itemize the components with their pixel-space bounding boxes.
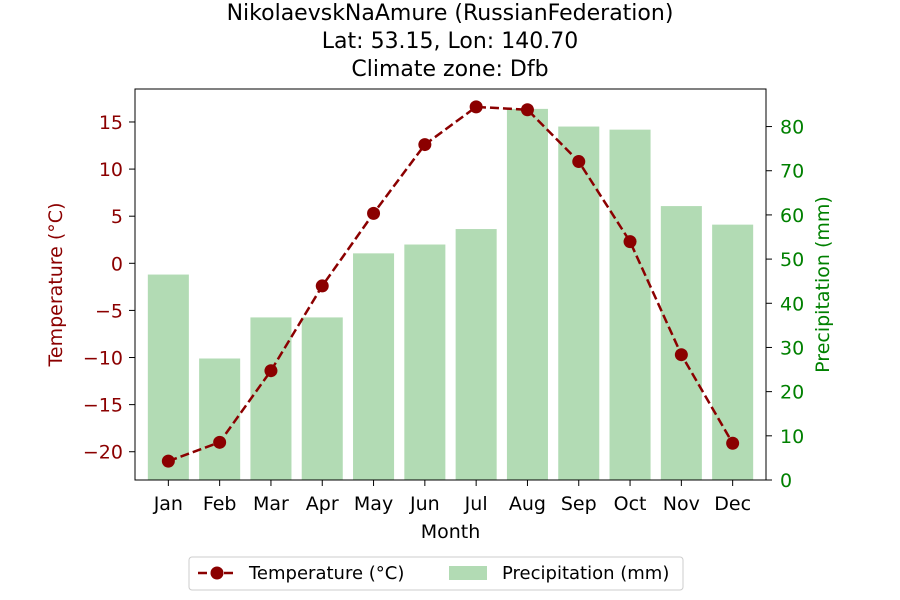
left-y-tick-label: −10 bbox=[83, 348, 123, 370]
precipitation-bar-mar bbox=[250, 317, 292, 480]
x-tick-label-jan: Jan bbox=[153, 493, 183, 515]
legend-temperature-marker bbox=[210, 566, 224, 580]
x-tick-label-mar: Mar bbox=[253, 493, 289, 515]
x-tick-label-nov: Nov bbox=[663, 493, 700, 515]
temperature-point-may bbox=[367, 206, 381, 220]
legend-precipitation-swatch bbox=[449, 566, 487, 580]
x-tick-label-jun: Jun bbox=[409, 493, 440, 515]
left-y-tick-label: −15 bbox=[83, 395, 123, 417]
right-y-axis: 0 10 20 30 40 50 60 70 80 bbox=[766, 117, 804, 492]
precipitation-bar-may bbox=[353, 253, 395, 480]
left-y-axis-label: Temperature (°C) bbox=[45, 203, 67, 368]
precipitation-bar-jan bbox=[147, 274, 189, 480]
precipitation-bar-nov bbox=[660, 206, 702, 480]
right-y-tick-label: 60 bbox=[780, 205, 804, 227]
right-y-tick-label: 30 bbox=[780, 337, 804, 359]
left-y-tick-label: −5 bbox=[95, 300, 123, 322]
chart-title-line-3: Climate zone: Dfb bbox=[351, 57, 549, 82]
x-tick-label-dec: Dec bbox=[714, 493, 751, 515]
left-y-tick-label: 15 bbox=[99, 112, 123, 134]
temperature-point-feb bbox=[213, 435, 227, 449]
left-y-axis: −20 −15 −10 −5 0 5 10 15 bbox=[83, 112, 135, 464]
right-y-tick-label: 50 bbox=[780, 249, 804, 271]
left-y-tick-label: 5 bbox=[111, 206, 123, 228]
temperature-point-apr bbox=[315, 279, 329, 293]
temperature-line bbox=[161, 100, 740, 468]
right-y-tick-label: 10 bbox=[780, 426, 804, 448]
temperature-point-jul bbox=[469, 100, 483, 114]
chart-title-line-2: Lat: 53.15, Lon: 140.70 bbox=[321, 29, 579, 54]
right-y-tick-label: 80 bbox=[780, 117, 804, 139]
right-y-tick-label: 40 bbox=[780, 293, 804, 315]
right-y-tick-label: 20 bbox=[780, 382, 804, 404]
x-axis: Jan Feb Mar Apr May Jun Jul Aug Sep Oct Nov Dec bbox=[153, 480, 751, 515]
left-y-tick-label: −20 bbox=[83, 442, 123, 464]
chart-title-line-1: NikolaevskNaAmure (RussianFederation) bbox=[226, 1, 674, 26]
x-tick-label-aug: Aug bbox=[509, 493, 546, 515]
x-tick-label-may: May bbox=[354, 493, 393, 515]
legend-temperature-label: Temperature (°C) bbox=[248, 563, 404, 584]
precipitation-bar-jun bbox=[404, 244, 446, 480]
temperature-point-sep bbox=[572, 155, 586, 169]
temperature-point-jun bbox=[418, 138, 432, 152]
precipitation-bar-aug bbox=[506, 108, 548, 481]
x-tick-label-jul: Jul bbox=[464, 493, 488, 515]
right-y-axis-label: Precipitation (mm) bbox=[812, 196, 834, 373]
x-tick-label-oct: Oct bbox=[614, 493, 647, 515]
x-tick-label-apr: Apr bbox=[306, 493, 339, 515]
temperature-line-path bbox=[167, 105, 734, 463]
precipitation-bar-apr bbox=[301, 317, 343, 480]
x-axis-label: Month bbox=[421, 521, 481, 543]
temperature-point-nov bbox=[674, 348, 688, 362]
legend: Temperature (°C) Precipitation (mm) bbox=[188, 556, 684, 591]
precipitation-bar-oct bbox=[609, 129, 651, 480]
precipitation-bars bbox=[147, 108, 754, 481]
x-tick-label-feb: Feb bbox=[203, 493, 237, 515]
legend-box bbox=[188, 556, 684, 591]
precipitation-bar-jul bbox=[455, 229, 497, 480]
precipitation-bar-sep bbox=[558, 126, 600, 480]
precipitation-bar-feb bbox=[199, 358, 241, 480]
x-tick-label-sep: Sep bbox=[561, 493, 597, 515]
left-y-tick-label: 10 bbox=[99, 159, 123, 181]
left-y-tick-label: 0 bbox=[111, 253, 123, 275]
right-y-tick-label: 0 bbox=[780, 470, 792, 492]
plot-area-frame bbox=[134, 88, 767, 481]
temperature-point-jan bbox=[161, 454, 175, 468]
legend-precipitation-label: Precipitation (mm) bbox=[502, 563, 669, 584]
temperature-point-dec bbox=[726, 436, 740, 450]
temperature-point-oct bbox=[623, 235, 637, 249]
temperature-point-aug bbox=[520, 103, 534, 117]
temperature-point-mar bbox=[264, 364, 278, 378]
right-y-tick-label: 70 bbox=[780, 161, 804, 183]
